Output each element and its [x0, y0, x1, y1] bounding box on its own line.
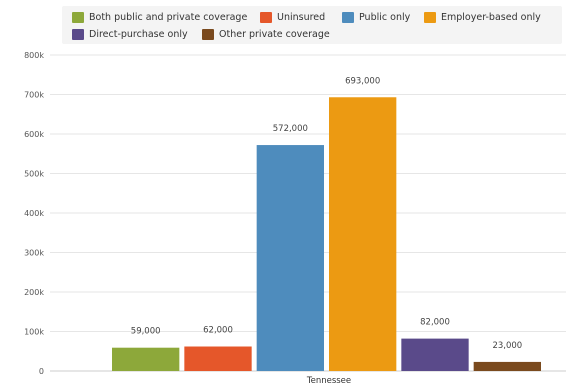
y-tick-label: 400k	[24, 209, 44, 218]
bar-uninsured[interactable]	[184, 346, 252, 371]
bar-public-only[interactable]	[256, 145, 324, 371]
legend-label: Public only	[359, 11, 411, 23]
legend-label: Employer-based only	[441, 11, 541, 23]
legend-item-uninsured[interactable]: Uninsured	[260, 10, 325, 24]
data-label-employer-based-only: 693,000	[345, 76, 380, 86]
legend-label: Other private coverage	[219, 28, 330, 40]
legend-label: Uninsured	[277, 11, 326, 23]
legend-swatch	[202, 28, 214, 40]
y-tick-label: 100k	[24, 328, 44, 337]
legend-swatch	[72, 11, 84, 23]
y-tick-label: 500k	[24, 170, 44, 179]
legend-item-employer-based-only[interactable]: Employer-based only	[424, 10, 541, 24]
bar-both-public-and-private-coverage[interactable]	[112, 347, 180, 371]
bar-other-private-coverage[interactable]	[473, 361, 541, 371]
y-tick-label: 800k	[24, 51, 44, 60]
y-tick-label: 0	[39, 367, 44, 376]
legend-item-other-private-coverage[interactable]: Other private coverage	[202, 27, 330, 41]
bar-employer-based-only[interactable]	[329, 97, 397, 371]
y-tick-label: 700k	[24, 91, 44, 100]
legend-label: Both public and private coverage	[89, 11, 248, 23]
data-label-other-private-coverage: 23,000	[492, 341, 522, 351]
legend: Both public and private coverage Uninsure…	[62, 6, 562, 44]
data-label-public-only: 572,000	[273, 124, 308, 134]
bar-direct-purchase-only[interactable]	[401, 338, 469, 371]
legend-swatch	[342, 11, 354, 23]
legend-item-both-public-and-private-coverage[interactable]: Both public and private coverage	[72, 10, 247, 24]
data-label-uninsured: 62,000	[203, 326, 233, 336]
x-category-label: Tennessee	[306, 376, 351, 386]
y-tick-label: 600k	[24, 130, 44, 139]
legend-item-direct-purchase-only[interactable]: Direct-purchase only	[72, 27, 188, 41]
legend-swatch	[424, 11, 436, 23]
legend-item-public-only[interactable]: Public only	[342, 10, 410, 24]
legend-swatch	[72, 28, 84, 40]
data-label-both-public-and-private-coverage: 59,000	[131, 327, 161, 337]
legend-label: Direct-purchase only	[89, 28, 188, 40]
y-tick-label: 300k	[24, 249, 44, 258]
data-label-direct-purchase-only: 82,000	[420, 318, 450, 328]
y-tick-label: 200k	[24, 288, 44, 297]
legend-swatch	[260, 11, 272, 23]
